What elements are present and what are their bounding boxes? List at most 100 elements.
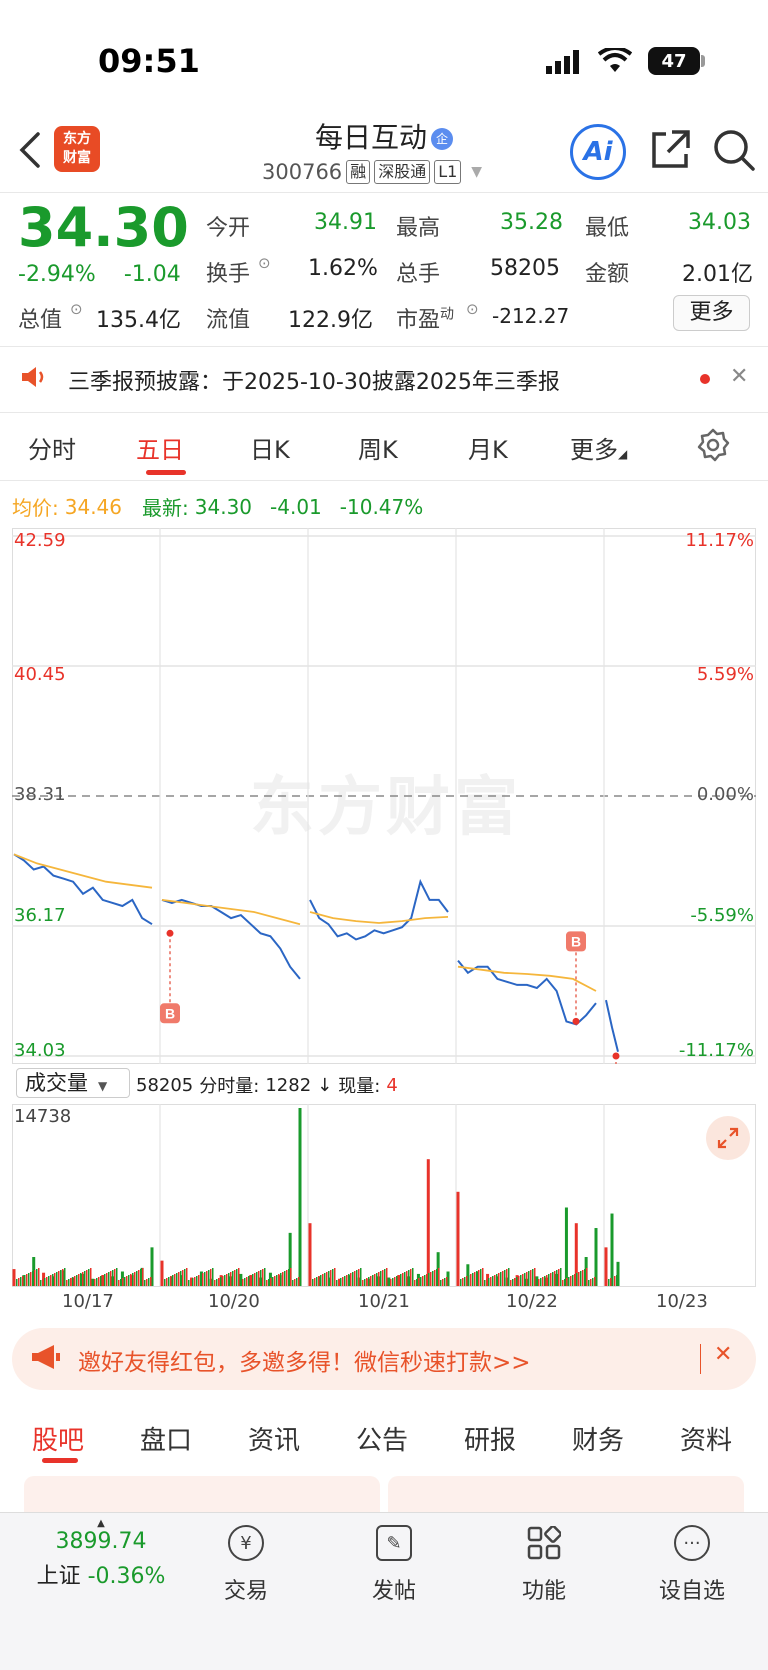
speaker-icon <box>20 365 48 395</box>
bottom-post[interactable]: ✎ 发帖 <box>344 1525 444 1605</box>
volume-base-bar <box>434 1270 436 1286</box>
volume-base-bar <box>438 1268 440 1286</box>
tab-research[interactable]: 研报 <box>464 1426 517 1456</box>
volume-base-bar <box>124 1277 126 1286</box>
volume-base-bar <box>594 1277 596 1286</box>
tab-more[interactable]: 更多◢ <box>570 430 627 465</box>
volume-base-bar <box>250 1275 252 1286</box>
volume-base-bar <box>72 1277 74 1286</box>
volume-base-bar <box>148 1278 150 1286</box>
volume-base-bar <box>228 1273 230 1286</box>
volume-base-bar <box>216 1279 218 1286</box>
pe-sup: 动 <box>440 306 455 323</box>
volume-base-bar <box>388 1280 390 1286</box>
volume-base-bar <box>280 1273 282 1286</box>
yen-icon: ¥ <box>228 1525 264 1561</box>
volume-base-bar <box>362 1280 364 1286</box>
tab-guba[interactable]: 股吧 <box>32 1426 85 1456</box>
tab-finance[interactable]: 财务 <box>572 1426 625 1456</box>
volume-base-bar <box>196 1276 198 1286</box>
volume-base-bar <box>220 1277 222 1286</box>
tab-daily-k[interactable]: 日K <box>250 436 290 464</box>
stock-subline[interactable]: 300766 融 深股通 L1 ▼ <box>262 160 482 184</box>
ai-button[interactable]: Ai <box>570 124 626 180</box>
volume-base-bar <box>166 1278 168 1286</box>
info-dots-icon[interactable]: ⊙ <box>258 254 271 272</box>
share-icon[interactable] <box>648 128 692 176</box>
search-icon[interactable] <box>712 128 756 176</box>
bottom-toolbar <box>0 1512 768 1670</box>
promo-banner[interactable] <box>12 1328 756 1390</box>
volume-chart-frame[interactable] <box>12 1104 756 1286</box>
eastmoney-logo: 东方 财富 <box>54 126 100 172</box>
tag-level: L1 <box>434 160 462 184</box>
volume-base-bar <box>30 1272 32 1286</box>
volume-base-bar <box>78 1274 80 1286</box>
index-widget[interactable]: ▲ 3899.74 上证 -0.36% <box>26 1518 176 1590</box>
volume-bar <box>426 1159 430 1286</box>
notice-bar[interactable]: 三季报预披露：于2025-10-30披露2025年三季报 <box>20 364 560 396</box>
volume-base-bar <box>488 1278 490 1286</box>
tab-panko[interactable]: 盘口 <box>140 1426 193 1456</box>
settings-icon[interactable] <box>696 428 730 466</box>
volume-base-bar <box>26 1274 28 1286</box>
volume-base-bar <box>230 1272 232 1286</box>
volume-base-bar <box>422 1276 424 1286</box>
volume-base-bar <box>176 1273 178 1286</box>
volume-base-bar <box>84 1271 86 1286</box>
volume-base-bar <box>608 1279 610 1286</box>
more-button[interactable]: 更多 <box>673 295 750 331</box>
price-line-day-1 <box>161 898 301 980</box>
info-dots-icon[interactable]: ⊙ <box>466 300 479 318</box>
dropdown-icon: ▼ <box>98 1079 108 1093</box>
tab-monthly-k[interactable]: 月K <box>468 436 508 464</box>
tab-announcements[interactable]: 公告 <box>356 1426 409 1456</box>
tag-margin: 融 <box>346 160 371 184</box>
volume-base-bar <box>472 1273 474 1286</box>
volume-base-bar <box>592 1278 594 1286</box>
volume-base-bar <box>460 1279 462 1286</box>
bottom-watchlist[interactable]: ··· 设自选 <box>642 1525 742 1605</box>
tab-news[interactable]: 资讯 <box>248 1426 301 1456</box>
volume-base-bar <box>414 1280 416 1286</box>
volume-bar <box>594 1228 598 1286</box>
y-left-tick-3: 36.17 <box>14 905 66 926</box>
tab-underline <box>146 470 186 475</box>
signal-icon <box>546 50 582 78</box>
avg-line-day-2 <box>309 911 449 924</box>
close-icon[interactable]: ✕ <box>714 1342 733 1367</box>
tab-intraday[interactable]: 分时 <box>28 436 76 464</box>
volume-base-bar <box>500 1272 502 1286</box>
banner-text: 邀好友得红包，多邀多得！微信秒速打款>> <box>78 1350 531 1376</box>
volume-base-bar <box>492 1276 494 1286</box>
volume-base-bar <box>200 1274 202 1286</box>
volume-base-bar <box>40 1280 42 1286</box>
volume-base-bar <box>222 1276 224 1286</box>
close-icon[interactable]: ✕ <box>730 364 749 389</box>
bottom-trade[interactable]: ¥ 交易 <box>196 1525 296 1605</box>
back-icon[interactable] <box>18 130 42 174</box>
volume-base-bar <box>204 1272 206 1286</box>
bottom-functions[interactable]: 功能 <box>494 1525 594 1605</box>
indicator-selector[interactable]: 成交量 ▼ <box>16 1068 130 1098</box>
volume-base-bar <box>410 1269 412 1286</box>
volume-chart[interactable] <box>12 1104 756 1286</box>
volume-base-bar <box>432 1271 434 1286</box>
tab-profile[interactable]: 资料 <box>680 1426 733 1456</box>
info-dots-icon[interactable]: ⊙ <box>70 300 83 318</box>
expand-icon[interactable] <box>706 1116 750 1160</box>
volume-base-bar <box>584 1269 586 1286</box>
buy-marker-dot <box>612 1052 620 1060</box>
volume-base-bar <box>174 1274 176 1286</box>
tab-weekly-k[interactable]: 周K <box>358 436 398 464</box>
avg-label: 均价: <box>12 496 59 520</box>
volume-base-bar <box>532 1269 534 1286</box>
volume-base-bar <box>310 1280 312 1286</box>
tab-five-day[interactable]: 五日 <box>136 436 184 464</box>
stock-name: 每日互动 <box>314 121 427 154</box>
volume-base-bar <box>482 1268 484 1286</box>
price-chart[interactable]: BBB <box>12 528 756 1064</box>
amount-value: 2.01亿 <box>682 262 753 287</box>
volume-base-bar <box>290 1268 292 1286</box>
turnover-label: 换手 <box>206 262 251 287</box>
